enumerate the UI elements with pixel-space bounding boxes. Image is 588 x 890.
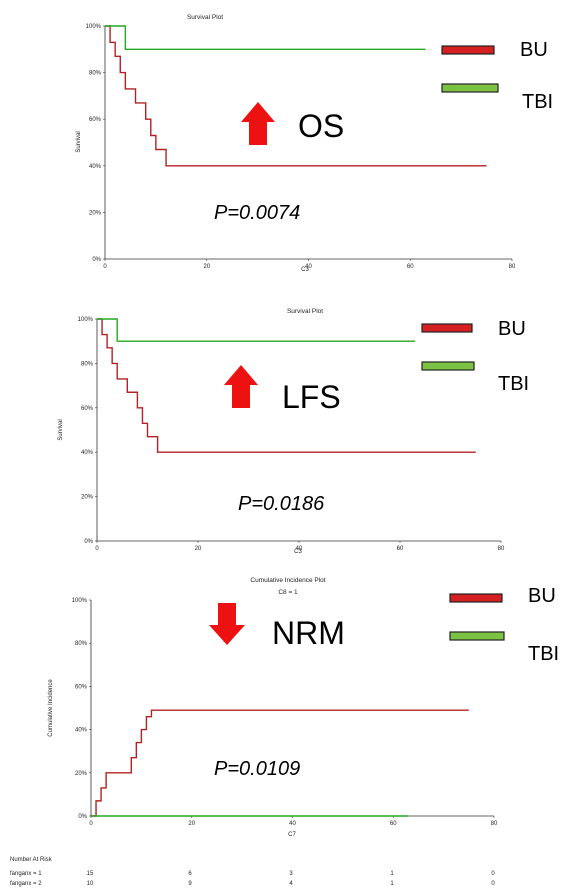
arrow-down-icon	[209, 603, 245, 645]
legend-swatch-tbi	[441, 83, 499, 93]
chart-title: Cumulative Incidence Plot	[250, 577, 325, 584]
risk-row-label: fanganx = 2	[10, 881, 42, 887]
p-value: P=0.0074	[214, 202, 300, 224]
series-line-bu	[105, 25, 487, 167]
arrow-up-icon	[224, 365, 258, 408]
endpoint-label: LFS	[282, 379, 341, 415]
legend-swatch-tbi	[421, 361, 475, 371]
legend-label-bu: BU	[520, 39, 548, 61]
risk-cell: 9	[188, 881, 192, 887]
x-tick-label: 0	[95, 546, 99, 552]
risk-cell: 15	[87, 871, 94, 877]
y-tick-label: 60%	[89, 117, 102, 123]
x-tick-label: 60	[397, 546, 404, 552]
x-tick-label: 40	[296, 546, 303, 552]
risk-cell: 10	[87, 881, 94, 887]
p-value: P=0.0109	[214, 758, 300, 780]
arrow-up-icon	[241, 102, 275, 145]
legend-label-bu: BU	[498, 318, 526, 340]
y-tick-label: 0%	[78, 814, 87, 820]
y-tick-label: 40%	[75, 728, 88, 734]
x-axis-label: C3	[301, 267, 309, 273]
series-line-bu	[97, 318, 476, 453]
x-axis-label: C7	[288, 832, 296, 838]
risk-cell: 0	[491, 881, 495, 887]
x-tick-label: 80	[498, 546, 505, 552]
series-line-bu	[91, 709, 469, 817]
y-tick-label: 20%	[81, 495, 94, 501]
series-line-tbi	[105, 25, 426, 50]
y-tick-label: 20%	[75, 771, 88, 777]
x-tick-label: 60	[407, 264, 414, 270]
risk-cell: 3	[289, 871, 293, 877]
y-tick-label: 100%	[72, 598, 88, 604]
x-tick-label: 20	[203, 264, 210, 270]
y-axis-label: Cumulative Incidence	[48, 679, 54, 737]
chart-subtitle: C8 = 1	[278, 589, 298, 596]
legend-swatch-bu	[421, 323, 473, 333]
x-tick-label: 80	[509, 264, 516, 270]
chart-panel-2: Survival Plot 0% 20% 40% 60% 80% 100% 0 20 40 60 80…	[58, 308, 529, 555]
legend-swatch-tbi	[449, 631, 505, 641]
endpoint-label: OS	[298, 108, 344, 144]
legend-swatch-bu	[449, 593, 503, 603]
p-value: P=0.0186	[238, 493, 325, 515]
y-tick-label: 80%	[75, 641, 88, 647]
y-tick-label: 40%	[89, 164, 102, 170]
chart-panel-1: Survival Plot 0% 20% 40% 60% 80% 100% 0 20 40 60 80…	[76, 14, 553, 273]
x-tick-label: 40	[305, 264, 312, 270]
y-tick-label: 60%	[75, 684, 88, 690]
legend-label-tbi: TBI	[522, 91, 553, 113]
risk-cell: 1	[390, 871, 394, 877]
risk-cell: 6	[188, 871, 192, 877]
y-tick-label: 0%	[84, 539, 93, 545]
risk-cell: 1	[390, 881, 394, 887]
chart-title: Survival Plot	[287, 308, 323, 315]
x-axis-label: C3	[294, 549, 302, 555]
legend-label-tbi: TBI	[528, 643, 559, 665]
y-axis-label: Survival	[58, 419, 64, 440]
x-tick-label: 80	[491, 821, 498, 827]
y-tick-label: 80%	[89, 71, 102, 77]
series-line-tbi	[97, 318, 416, 342]
y-tick-label: 80%	[81, 361, 94, 367]
y-axis-label: Survival	[76, 131, 82, 152]
risk-row-label: fanganx = 1	[10, 871, 42, 877]
y-tick-label: 40%	[81, 450, 94, 456]
legend-label-bu: BU	[528, 585, 556, 607]
x-tick-label: 40	[289, 821, 296, 827]
risk-cell: 0	[491, 871, 495, 877]
x-tick-label: 20	[188, 821, 195, 827]
y-tick-label: 60%	[81, 406, 94, 412]
x-tick-label: 0	[89, 821, 93, 827]
endpoint-label: NRM	[272, 615, 345, 651]
legend-label-tbi: TBI	[498, 373, 529, 395]
x-tick-label: 60	[390, 821, 397, 827]
risk-cell: 4	[289, 881, 293, 887]
y-tick-label: 100%	[78, 317, 94, 323]
chart-title: Survival Plot	[187, 14, 223, 21]
x-tick-label: 0	[103, 264, 107, 270]
y-tick-label: 100%	[86, 24, 102, 30]
y-tick-label: 0%	[92, 257, 101, 263]
chart-panel-3: Cumulative Incidence Plot C8 = 1 0% 20% 40% 6…	[48, 577, 559, 838]
risk-table-title: Number At Risk	[10, 857, 53, 863]
y-tick-label: 20%	[89, 210, 102, 216]
x-tick-label: 20	[195, 546, 202, 552]
legend-swatch-bu	[441, 45, 495, 55]
